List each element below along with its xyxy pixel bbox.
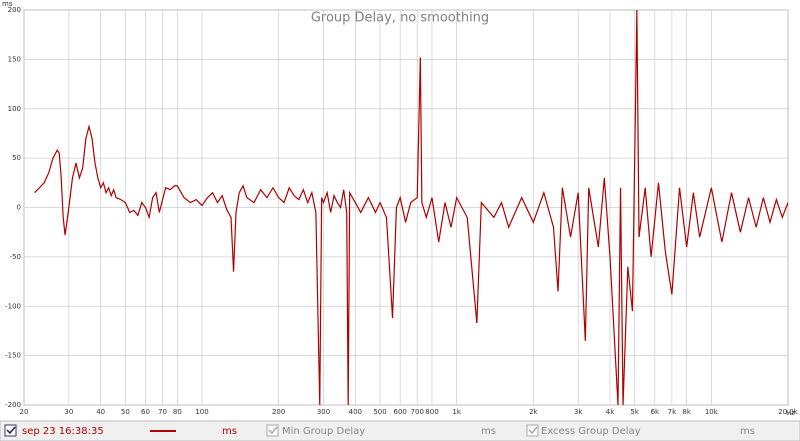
- data-line: [34, 10, 788, 405]
- x-tick-label: 10k: [705, 408, 719, 416]
- legend-label: sep 23 16:38:35: [22, 426, 104, 437]
- legend-label: Min Group Delay: [282, 426, 365, 437]
- x-tick-label: 800: [425, 408, 438, 416]
- y-tick-label: 0: [17, 204, 21, 212]
- x-tick-label: 60: [141, 408, 150, 416]
- x-tick-label: 80: [173, 408, 182, 416]
- checkbox[interactable]: [4, 424, 17, 437]
- y-tick-label: -150: [5, 352, 21, 360]
- x-tick-label: 3k: [574, 408, 583, 416]
- x-tick-label: 500: [373, 408, 386, 416]
- legend-unit: ms: [222, 426, 237, 437]
- y-unit: ms: [2, 0, 13, 8]
- y-tick-label: 100: [8, 105, 21, 113]
- y-tick-label: -100: [5, 302, 21, 310]
- y-tick-label: 150: [8, 55, 21, 63]
- x-tick-label: 1k: [452, 408, 461, 416]
- legend-unit: ms: [740, 426, 755, 437]
- x-tick-label: 30: [64, 408, 73, 416]
- x-tick-label: 70: [158, 408, 167, 416]
- x-tick-label: 2k: [529, 408, 538, 416]
- x-tick-label: 6k: [651, 408, 660, 416]
- x-tick-label: 40: [96, 408, 105, 416]
- check-mark: [268, 426, 278, 435]
- check-mark: [6, 426, 16, 435]
- x-tick-label: 8k: [682, 408, 691, 416]
- legend-label: Excess Group Delay: [541, 426, 641, 437]
- x-tick-label: 20: [20, 408, 29, 416]
- x-tick-label: 5k: [630, 408, 639, 416]
- y-tick-label: -50: [10, 253, 21, 261]
- y-tick-label: -200: [5, 401, 21, 409]
- x-tick-label: 7k: [668, 408, 677, 416]
- legend-bar: [0, 420, 800, 441]
- x-unit: Hz: [786, 409, 795, 417]
- x-tick-label: 50: [121, 408, 130, 416]
- legend-unit: ms: [481, 426, 496, 437]
- x-tick-label: 400: [349, 408, 362, 416]
- x-tick-label: 100: [195, 408, 208, 416]
- x-tick-label: 300: [317, 408, 330, 416]
- check-mark: [528, 426, 538, 435]
- checkbox[interactable]: [526, 424, 539, 437]
- x-tick-label: 200: [272, 408, 285, 416]
- checkbox[interactable]: [266, 424, 279, 437]
- x-tick-label: 4k: [606, 408, 615, 416]
- x-tick-label: 600: [393, 408, 406, 416]
- y-tick-label: 200: [8, 6, 21, 14]
- x-tick-label: 700: [411, 408, 424, 416]
- y-tick-label: 50: [12, 154, 21, 162]
- x-tick-label: 20,0k: [778, 408, 799, 416]
